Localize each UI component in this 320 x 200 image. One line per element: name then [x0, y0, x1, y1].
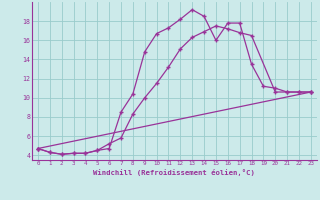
X-axis label: Windchill (Refroidissement éolien,°C): Windchill (Refroidissement éolien,°C)	[93, 169, 255, 176]
